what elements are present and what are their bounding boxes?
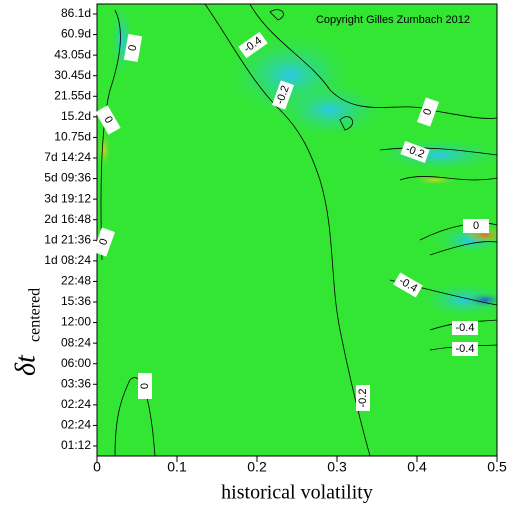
y-tick-label: 15:36 [61,294,91,308]
x-tick-label: 0.1 [167,459,187,475]
y-tick-label: 03:36 [61,376,91,390]
contour-label-bg [416,97,440,127]
y-tick-label: 1d 21:36 [44,232,91,246]
contour-label: -0.2 [357,389,369,408]
contour-label-group: 0 [138,373,152,399]
y-tick-label: 02:24 [61,397,91,411]
contour-label-bg [123,33,143,63]
contour-label-bg [452,342,478,356]
contour-label-bg [271,80,295,110]
x-tick-label: 0 [93,459,101,475]
contour-label: 0 [101,114,114,125]
x-tick-label: 0.2 [247,459,267,475]
y-tick-label: 1d 08:24 [44,253,91,267]
y-tick-label: 08:24 [61,335,91,349]
y-tick-label: 02:24 [61,418,91,432]
x-axis-label: historical volatility [221,482,373,504]
contour-label: 0 [139,383,151,389]
contour-label: 0 [421,107,434,117]
field-decor [97,4,497,456]
contour-label: 0 [97,237,110,247]
y-tick-label: 30.45d [54,68,91,82]
contour-label-bg [95,105,121,135]
y-tick-label: 22:48 [61,274,91,288]
y-axis-label-sub: centered [27,288,44,342]
contour-label-bg [452,321,478,335]
y-tick-label: 43.05d [54,47,91,61]
contour-label-bg [400,140,430,164]
x-tick-label: 0.3 [327,459,347,475]
x-tick-label: 0.5 [487,459,507,475]
contour-label-bg [92,227,116,257]
y-tick-label: 06:00 [61,356,91,370]
copyright: Copyright Gilles Zumbach 2012 [316,14,470,26]
contour-label-group: 0 [92,227,116,257]
contour-label-bg [463,219,489,233]
contour-label-bg [356,385,370,411]
x-tick-label: 0.4 [407,459,427,475]
contour-label-group: -0.4 [452,342,478,356]
contour-label: 0 [126,44,139,52]
y-tick-label: 3d 19:12 [44,191,91,205]
contour-label-group: -0.2 [271,80,295,110]
y-tick-label: 01:12 [61,438,91,452]
contour-label: -0.4 [456,343,475,355]
contour-label: 0 [473,220,479,232]
contour-label: -0.4 [456,322,475,334]
y-tick-label: 2d 16:48 [44,212,91,226]
y-tick-label: 10.75d [54,130,91,144]
plot-frame [96,3,498,457]
contour-label-group: 0 [123,33,143,63]
contour-label-group: -0.2 [400,140,430,164]
contour-label-group: -0.4 [452,321,478,335]
contour-label-bg [238,31,268,59]
y-tick-label: 5d 09:36 [44,171,91,185]
y-tick-label: 15.2d [61,109,91,123]
contour-label-group: 0 [95,105,121,135]
y-tick-label: 7d 14:24 [44,150,91,164]
y-tick-label: 12:00 [61,315,91,329]
y-tick-label: 60.9d [61,27,91,41]
y-tick-label: 86.1d [61,6,91,20]
contour-label-group: 0 [416,97,440,127]
y-axis-label: δt [10,354,41,376]
contour-label-group: -0.2 [356,385,370,411]
contour-label-bg [138,373,152,399]
y-tick-label: 21.55d [54,88,91,102]
contour-label-group: 0 [463,219,489,233]
contour-label-bg [393,272,423,298]
